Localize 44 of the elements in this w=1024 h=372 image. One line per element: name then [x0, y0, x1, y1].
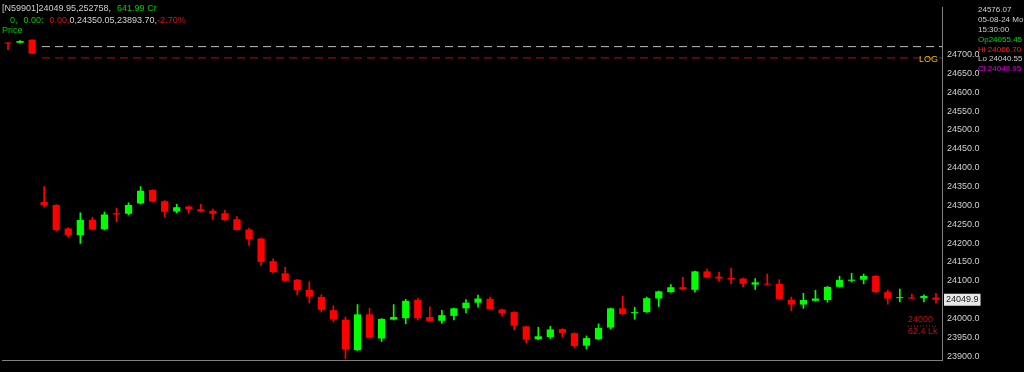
candlestick — [4, 42, 12, 50]
y-tick-label: 24200.0 — [947, 237, 980, 248]
text: 15:30:00 — [978, 25, 1010, 35]
text: Op24055.45 — [978, 35, 1023, 45]
candlestick — [751, 278, 759, 290]
annotation: 641.99 Cr — [117, 3, 157, 14]
y-tick-label: 24550.0 — [947, 105, 980, 116]
candlestick — [534, 326, 542, 340]
y-tick-label: 24300.0 — [947, 199, 980, 210]
y-tick-label: 23950.0 — [947, 331, 980, 342]
candlestick — [715, 271, 723, 282]
y-tick-label: 24250.0 — [947, 218, 980, 229]
text: 24049.9 — [946, 294, 979, 305]
text: 05-08-24 Mo — [978, 15, 1024, 25]
annotation: 0.00, — [49, 15, 70, 26]
y-tick-label: 24150.0 — [947, 256, 980, 267]
annotation: 0.00: — [23, 15, 44, 26]
y-tick-label: 24450.0 — [947, 143, 980, 154]
candlestick — [40, 186, 48, 208]
text: Lo 24040.55 — [978, 54, 1024, 64]
text: Hi 24066.70 — [978, 44, 1022, 54]
y-tick-label: 24600.0 — [947, 86, 980, 97]
y-tick-label: 24400.0 — [947, 162, 980, 173]
y-tick-label: 23900.0 — [947, 350, 980, 361]
y-tick-label: 24350.0 — [947, 181, 980, 192]
candlestick — [920, 294, 928, 303]
candlestick — [426, 306, 434, 322]
annotation: 62.4 Lk — [908, 326, 939, 337]
annotation: 0, — [10, 15, 18, 26]
candlestick — [896, 288, 904, 303]
text: Cl 24049.95 — [978, 63, 1022, 73]
y-tick-label: 24500.0 — [947, 124, 980, 135]
y-tick-label: 24100.0 — [947, 275, 980, 286]
candlestick — [932, 293, 940, 304]
annotation: -2.70% — [157, 15, 186, 26]
annotation: 0,24350.05,23893.70, — [69, 15, 158, 26]
annotation: LOG — [918, 54, 938, 65]
candlestick — [763, 273, 771, 286]
candlestick — [679, 277, 687, 291]
text: 24576.07 — [978, 5, 1012, 15]
annotation: Price — [2, 25, 23, 36]
annotation: 24000 — [908, 314, 934, 325]
y-tick-label: 24000.0 — [947, 313, 980, 323]
annotation: [N59901]24049.95,252758, — [2, 3, 112, 14]
